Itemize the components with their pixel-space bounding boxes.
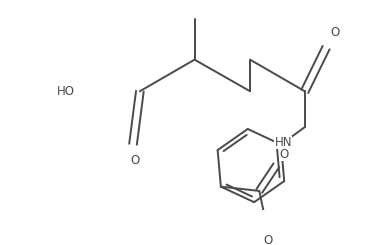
Text: O: O [263, 234, 272, 245]
Text: O: O [330, 26, 340, 39]
Text: HO: HO [57, 85, 75, 98]
Text: O: O [280, 148, 289, 161]
Text: O: O [130, 155, 140, 168]
Text: HN: HN [275, 136, 292, 149]
